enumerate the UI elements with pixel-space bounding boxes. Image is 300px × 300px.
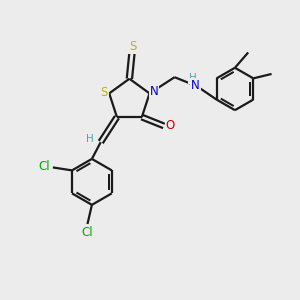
Text: Cl: Cl	[81, 226, 93, 239]
Text: O: O	[166, 119, 175, 132]
Text: S: S	[129, 40, 137, 53]
Text: S: S	[100, 86, 108, 99]
Text: N: N	[191, 79, 200, 92]
Text: Cl: Cl	[38, 160, 50, 173]
Text: H: H	[189, 73, 197, 83]
Text: N: N	[150, 85, 158, 98]
Text: H: H	[86, 134, 93, 144]
